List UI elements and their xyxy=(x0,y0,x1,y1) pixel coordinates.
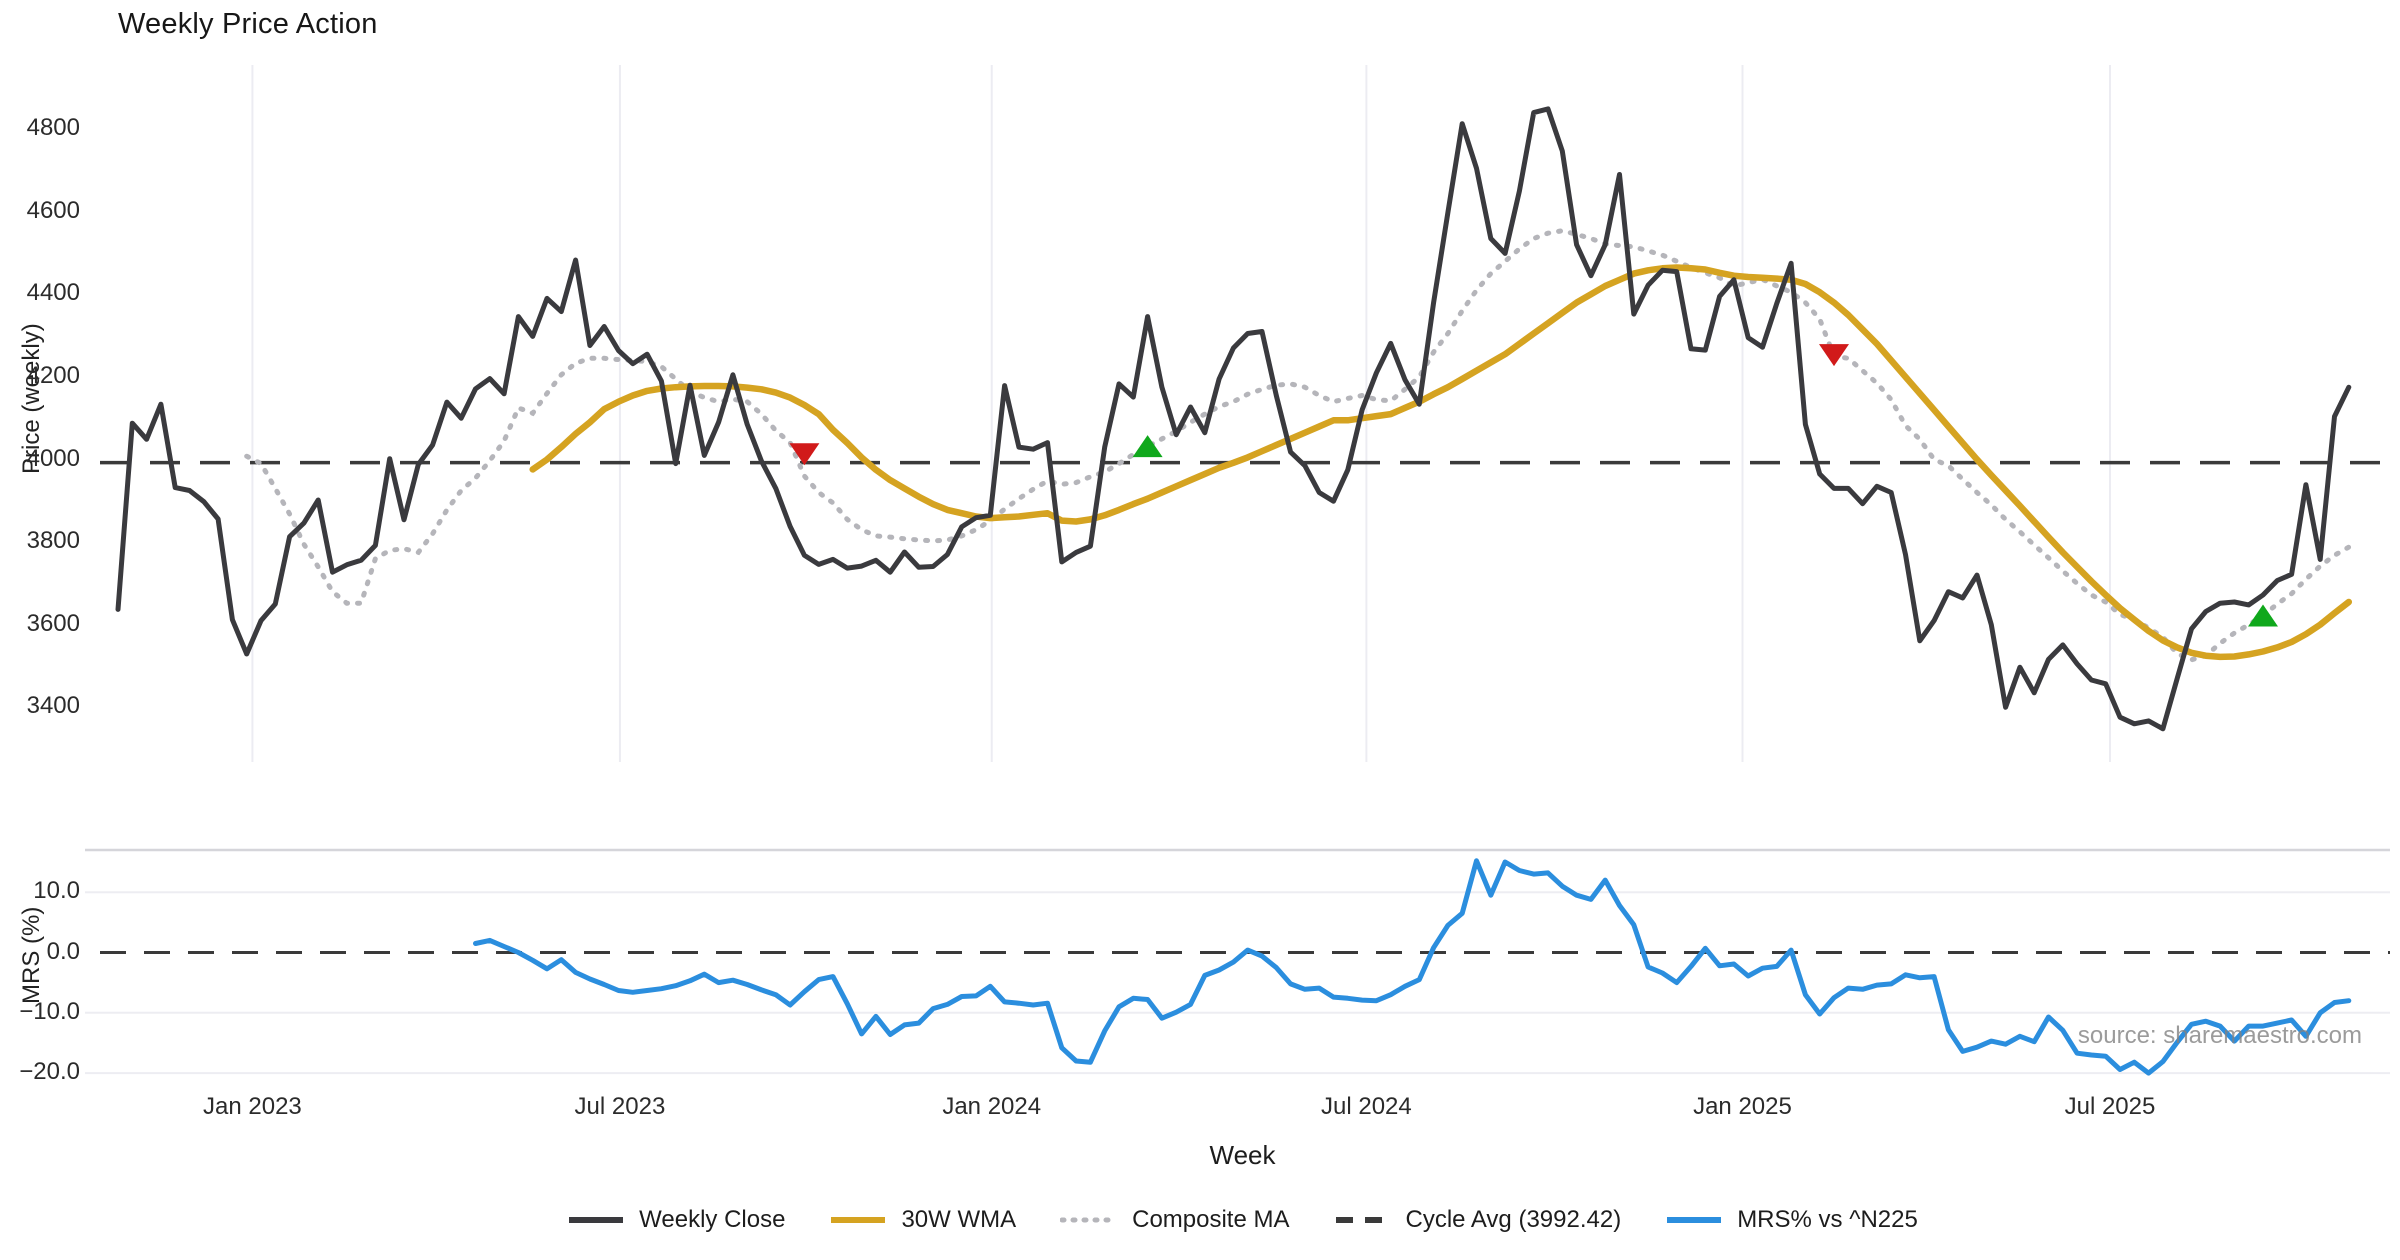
buy-signal-icon xyxy=(2248,604,2278,627)
legend-swatch-solid xyxy=(831,1217,886,1223)
price-tick-label: 3400 xyxy=(26,692,80,720)
wma-line xyxy=(529,264,2353,661)
chart-legend: Weekly Close 30W WMA Composite MA Cycle Avg… xyxy=(85,1206,2400,1234)
legend-label: 30W WMA xyxy=(901,1206,1017,1233)
legend-item: MRS% vs ^N225 xyxy=(1665,1206,1918,1234)
price-tick-label: 4000 xyxy=(26,444,80,472)
sell-signal-icon xyxy=(789,443,820,466)
week-tick-label: Jan 2024 xyxy=(942,1093,1042,1120)
legend-swatch-dashed xyxy=(1335,1217,1390,1223)
page-title: Weekly Price Action xyxy=(118,8,378,40)
week-tick-label: Jan 2023 xyxy=(203,1093,302,1120)
legend-item: Weekly Close xyxy=(567,1206,785,1234)
legend-item: Composite MA xyxy=(1060,1206,1290,1234)
mrs-tick-label: −20.0 xyxy=(19,1058,80,1086)
legend-swatch-dotted xyxy=(1060,1217,1119,1223)
mrs-line xyxy=(473,858,2352,1076)
price-tick-label: 3600 xyxy=(26,609,80,637)
week-tick-label: Jan 2025 xyxy=(1693,1093,1792,1120)
legend-label: Cycle Avg (3992.42) xyxy=(1405,1206,1622,1233)
price-tick-label: 4800 xyxy=(26,114,80,142)
price-tick-label: 4600 xyxy=(26,196,80,224)
price-tick-label: 4400 xyxy=(26,279,80,307)
legend-item: 30W WMA xyxy=(829,1206,1016,1234)
x-axis-label: Week xyxy=(1209,1140,1276,1170)
legend-swatch-solid xyxy=(1667,1217,1722,1223)
legend-label: Weekly Close xyxy=(639,1206,786,1233)
source-watermark: source: sharemaestro.com xyxy=(2077,1022,2362,1049)
week-tick-label: Jul 2023 xyxy=(574,1093,666,1120)
legend-label: Composite MA xyxy=(1132,1206,1290,1233)
mrs-tick-label: −10.0 xyxy=(19,997,80,1025)
buy-signal-icon xyxy=(1132,435,1163,458)
legend-label: MRS% vs ^N225 xyxy=(1737,1206,1918,1233)
sell-signal-icon xyxy=(1819,344,1849,367)
week-tick-label: Jul 2024 xyxy=(1321,1093,1412,1120)
mrs-tick-label: 10.0 xyxy=(33,877,80,905)
weekly-close-line xyxy=(115,106,2352,732)
price-tick-label: 3800 xyxy=(26,527,80,555)
legend-swatch-solid xyxy=(569,1217,624,1223)
legend-item: Cycle Avg (3992.42) xyxy=(1334,1206,1622,1234)
mrs-tick-label: 0.0 xyxy=(46,937,80,965)
price-tick-label: 4200 xyxy=(26,361,80,389)
week-tick-label: Jul 2025 xyxy=(2064,1093,2156,1120)
